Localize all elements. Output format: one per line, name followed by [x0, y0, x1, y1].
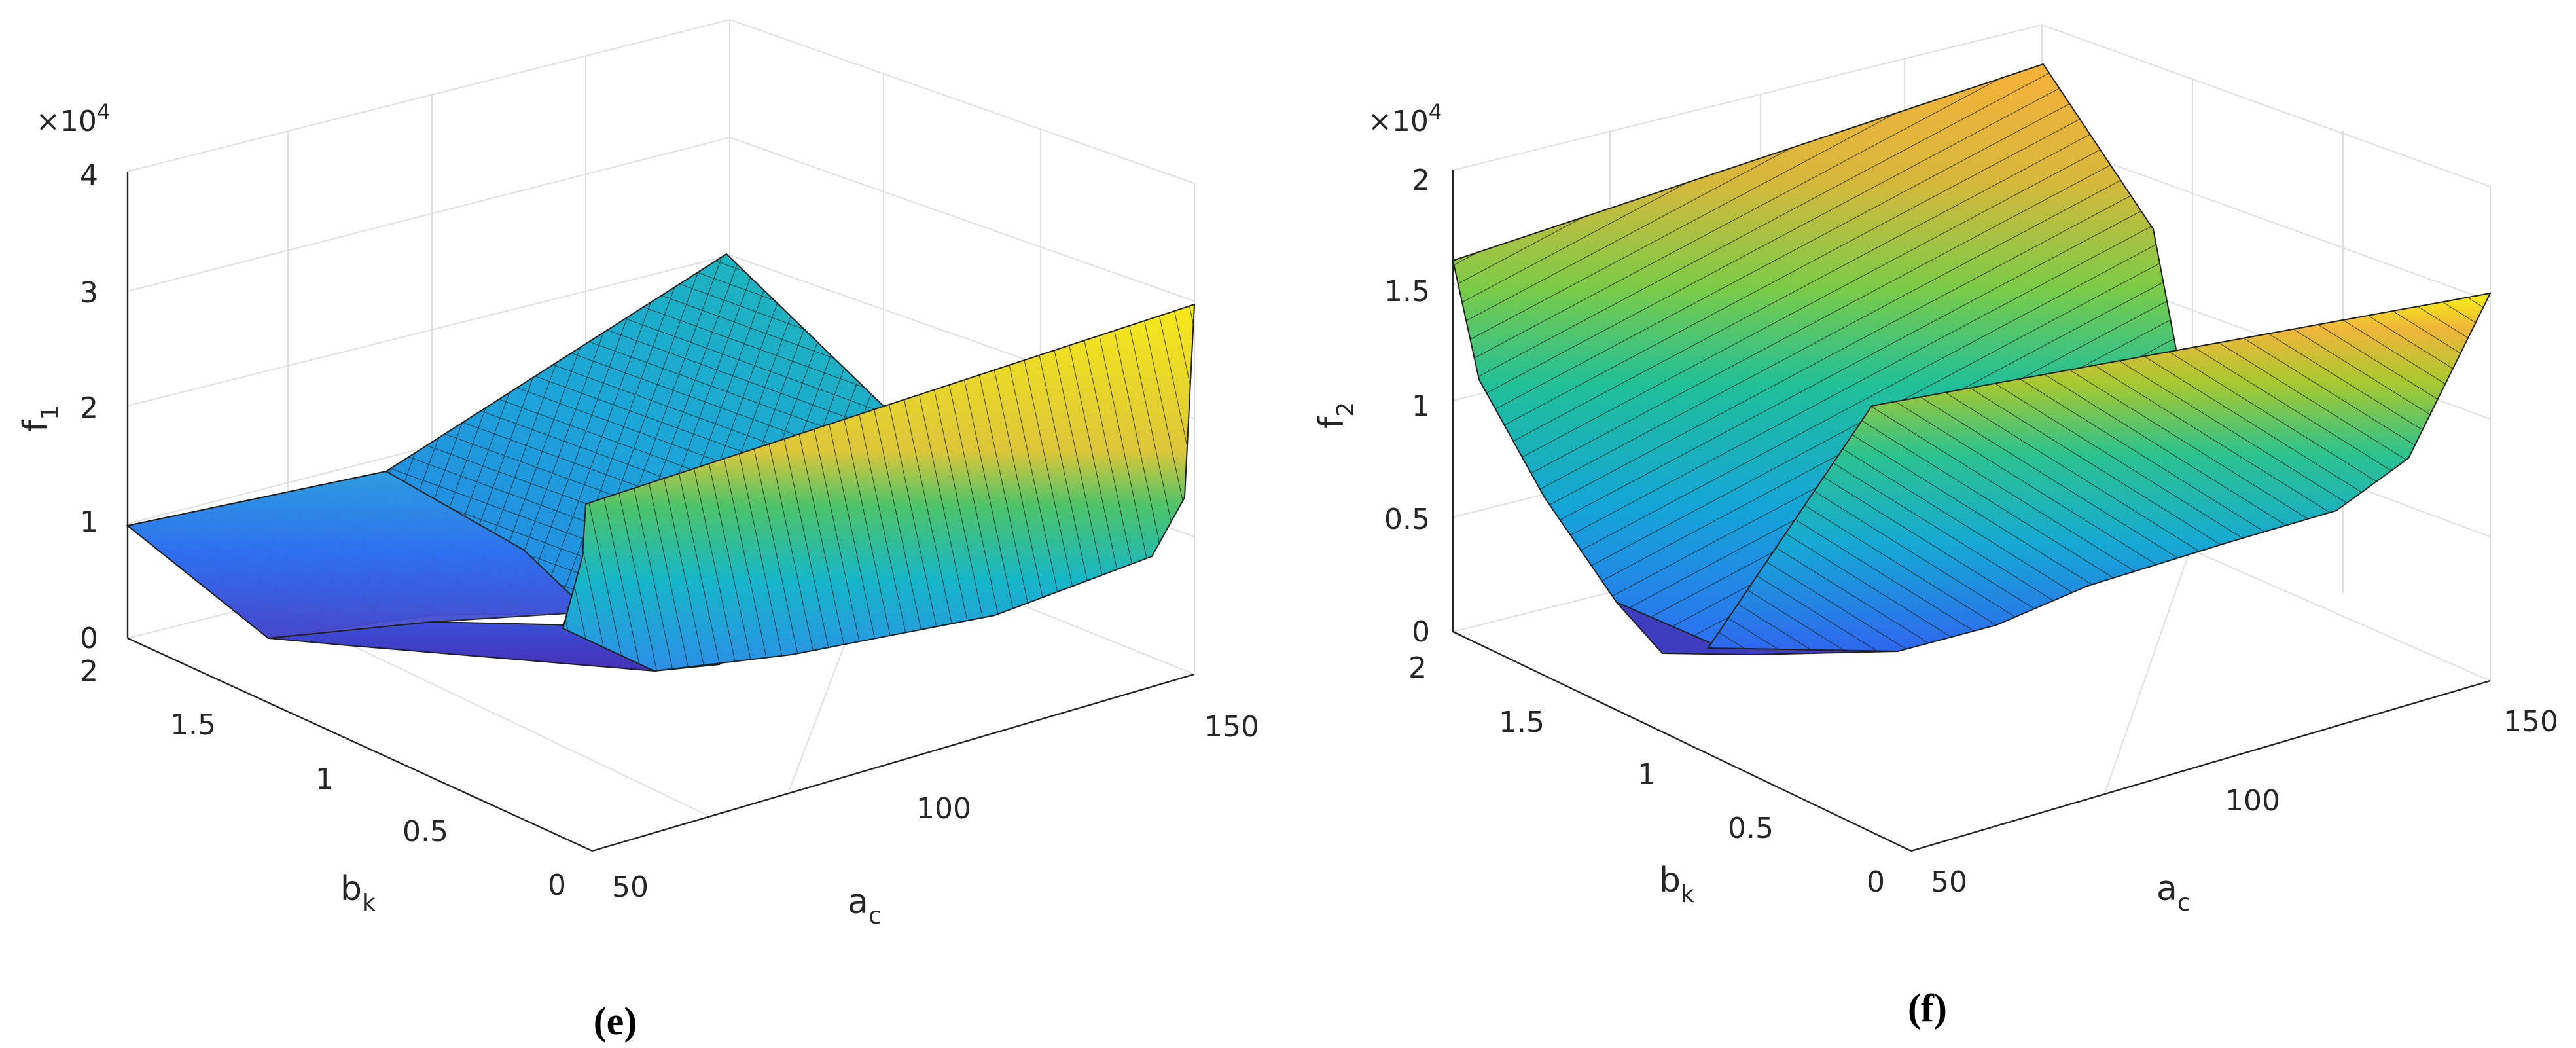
panel-e-xlabel-main: a — [848, 882, 868, 922]
panel-e-z-multiplier-exp: 4 — [97, 99, 110, 124]
panel-f-ztick-0: 0 — [1412, 615, 1430, 649]
panel-f-xlabel-sub: c — [2177, 890, 2191, 916]
panel-e-caption: (e) — [594, 1000, 637, 1043]
panel-f-ylabel-sub: k — [1681, 881, 1694, 908]
panel-f-caption: (f) — [1908, 986, 1947, 1030]
panel-e-ztick-1: 1 — [80, 505, 98, 539]
panel-f-xtick-50: 50 — [1931, 865, 1967, 899]
svg-text:bk: bk — [340, 869, 376, 916]
panel-f-x-label: ac — [2156, 869, 2191, 916]
panel-f-z-multiplier-base: ×10 — [1368, 105, 1429, 138]
panel-e-ytick-0: 0 — [548, 869, 566, 902]
panel-e-ytick-0.5: 0.5 — [402, 815, 448, 848]
panel-f-y-ticks: 2 1.5 1 0.5 0 — [1408, 651, 1885, 899]
panel-f-surface — [1452, 63, 2492, 656]
svg-text:bk: bk — [1659, 861, 1694, 908]
panel-f: 0 0.5 1 1.5 2 ×104 f2 2 1.5 1 0.5 0 bk 5… — [1312, 24, 2558, 1030]
panel-e-ylabel-main: b — [340, 869, 362, 909]
panel-e-ztick-2: 2 — [80, 391, 98, 425]
panel-e-ztick-0: 0 — [80, 622, 98, 655]
panel-e-axes — [126, 172, 1195, 852]
panel-e-x-label: ac — [848, 882, 882, 930]
svg-text:f2: f2 — [1312, 402, 1359, 429]
panel-e-ylabel-sub: k — [362, 890, 376, 916]
panel-f-ytick-0: 0 — [1867, 865, 1885, 899]
panel-f-y-label: bk — [1659, 861, 1694, 908]
panel-e-ytick-2: 2 — [80, 655, 98, 688]
panel-f-ztick-0.5: 0.5 — [1384, 503, 1430, 536]
panel-f-ytick-2: 2 — [1408, 651, 1427, 685]
panel-f-x-ticks: 50 100 150 — [1931, 705, 2558, 899]
panel-e-xtick-100: 100 — [916, 792, 971, 825]
panel-f-z-multiplier-exp: 4 — [1429, 99, 1442, 124]
panel-e-xtick-150: 150 — [1204, 710, 1259, 744]
panel-f-xtick-150: 150 — [2503, 705, 2558, 738]
panel-f-ytick-1: 1 — [1637, 758, 1656, 791]
panel-e-xlabel-sub: c — [868, 903, 882, 930]
panel-e-ytick-1: 1 — [315, 763, 334, 796]
panel-e-ytick-1.5: 1.5 — [170, 708, 216, 742]
svg-text:×104: ×104 — [36, 99, 110, 138]
panel-e-ztick-3: 3 — [80, 276, 98, 310]
panel-f-axes — [1452, 170, 2491, 852]
panel-e-xtick-50: 50 — [612, 871, 649, 904]
panel-f-xlabel-main: a — [2156, 869, 2177, 909]
panel-f-ylabel-main: b — [1659, 861, 1681, 900]
panel-f-ytick-0.5: 0.5 — [1728, 812, 1774, 845]
svg-text:f1: f1 — [16, 405, 63, 432]
panel-f-ytick-1.5: 1.5 — [1499, 706, 1545, 739]
panel-e-surface — [126, 253, 1196, 672]
panel-f-ztick-1.5: 1.5 — [1384, 275, 1430, 308]
panel-e-zlabel-sub: 1 — [37, 405, 63, 420]
panel-f-z-label: f2 — [1312, 402, 1359, 429]
panel-e-x-ticks: 50 100 150 — [612, 710, 1259, 904]
svg-text:ac: ac — [848, 882, 882, 930]
svg-text:ac: ac — [2156, 869, 2191, 916]
panel-f-zlabel-main: f — [1312, 416, 1351, 429]
panel-f-ztick-2: 2 — [1412, 164, 1430, 197]
panel-e-z-multiplier: ×104 — [36, 99, 110, 138]
panel-e-z-label: f1 — [16, 405, 63, 432]
panel-f-z-multiplier: ×104 — [1368, 99, 1442, 138]
panel-f-xtick-100: 100 — [2225, 784, 2280, 818]
panel-f-ztick-1: 1 — [1412, 389, 1430, 423]
panel-e-y-label: bk — [340, 869, 376, 916]
panel-e-zlabel-main: f — [16, 419, 56, 432]
panel-f-z-ticks: 0 0.5 1 1.5 2 — [1384, 164, 1430, 649]
panel-e: 0 1 2 3 4 ×104 f1 2 1.5 1 0.5 0 bk 50 10… — [16, 18, 1259, 1043]
panel-e-z-multiplier-base: ×10 — [36, 105, 97, 138]
panel-e-z-ticks: 0 1 2 3 4 — [80, 159, 98, 655]
svg-text:×104: ×104 — [1368, 99, 1442, 138]
panel-f-zlabel-sub: 2 — [1333, 402, 1359, 417]
panel-e-y-ticks: 2 1.5 1 0.5 0 — [80, 655, 566, 902]
panel-e-ztick-4: 4 — [80, 159, 98, 192]
